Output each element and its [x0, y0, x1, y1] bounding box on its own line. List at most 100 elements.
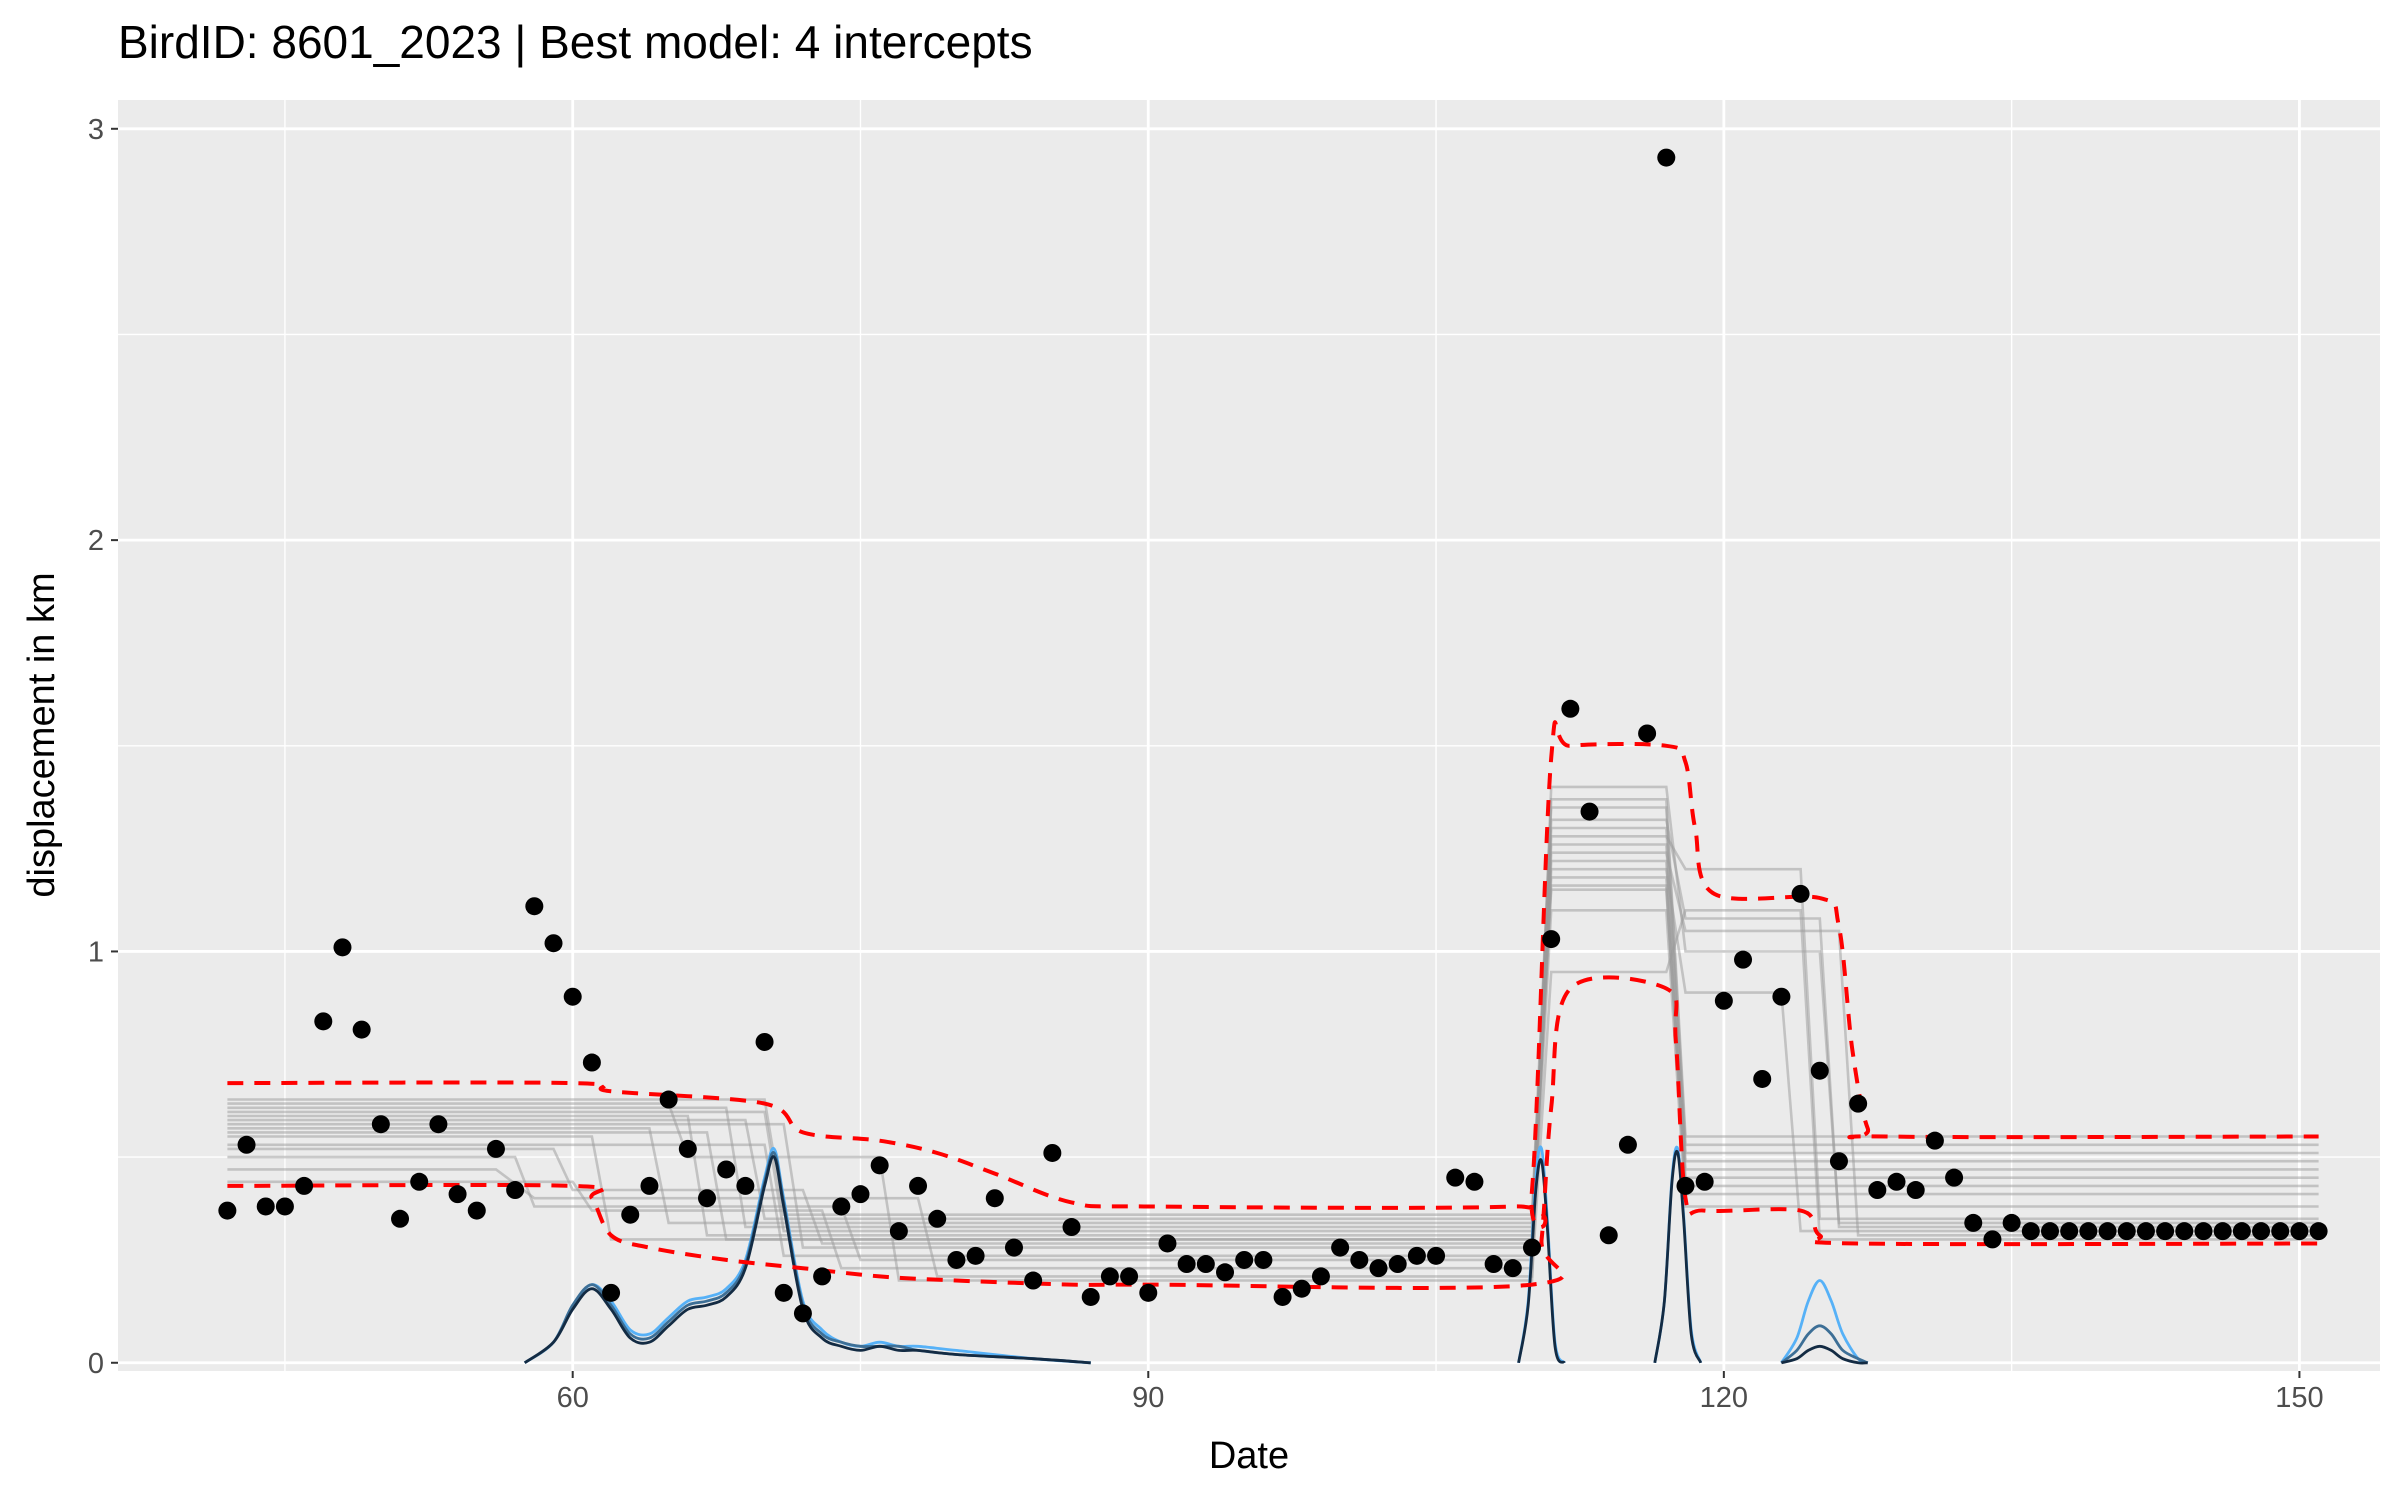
x-tick-label: 90	[1132, 1382, 1164, 1414]
data-point	[602, 1283, 621, 1302]
data-point	[1062, 1218, 1081, 1237]
data-point	[1753, 1069, 1772, 1088]
data-point	[1100, 1267, 1119, 1286]
data-point	[237, 1135, 256, 1154]
data-point	[889, 1222, 908, 1241]
data-point	[1004, 1238, 1023, 1257]
data-point	[371, 1115, 390, 1134]
data-point	[947, 1250, 966, 1269]
data-point	[966, 1246, 985, 1265]
data-point	[1925, 1131, 1944, 1150]
density-curve	[523, 1155, 1091, 1365]
data-point	[698, 1189, 717, 1208]
y-axis-title: displacement in km	[21, 572, 63, 897]
data-point	[2079, 1222, 2098, 1241]
data-point	[563, 987, 582, 1006]
data-point	[1427, 1246, 1446, 1265]
data-point	[1369, 1259, 1388, 1278]
data-point	[1868, 1181, 1887, 1200]
data-point	[544, 934, 563, 953]
data-point	[1561, 699, 1580, 718]
data-point	[1350, 1250, 1369, 1269]
data-point	[985, 1189, 1004, 1208]
data-point	[1465, 1172, 1484, 1191]
data-point	[2271, 1222, 2290, 1241]
data-point	[755, 1032, 774, 1051]
data-point	[506, 1181, 525, 1200]
data-point	[2098, 1222, 2117, 1241]
data-point	[1810, 1061, 1829, 1080]
density-curve	[1780, 1324, 1869, 1365]
data-point	[1887, 1172, 1906, 1191]
y-tick-label: 3	[88, 114, 104, 146]
grid-lines	[118, 100, 2380, 1371]
data-point	[928, 1209, 947, 1228]
model-fit-line	[227, 798, 2319, 1282]
model-fit-line	[227, 835, 2319, 1221]
data-point	[2175, 1222, 2194, 1241]
data-point	[2194, 1222, 2213, 1241]
data-point	[1906, 1181, 1925, 1200]
data-point	[582, 1053, 601, 1072]
envelope-upper-line	[227, 720, 2319, 1230]
data-point	[1120, 1267, 1139, 1286]
data-point	[1695, 1172, 1714, 1191]
data-point	[1158, 1234, 1177, 1253]
data-point	[774, 1283, 793, 1302]
data-point	[448, 1185, 467, 1204]
data-point	[486, 1139, 505, 1158]
data-point	[1273, 1287, 1292, 1306]
data-point	[1983, 1230, 2002, 1249]
data-point	[640, 1176, 659, 1195]
data-point	[1484, 1255, 1503, 1274]
data-point	[2290, 1222, 2309, 1241]
data-point	[391, 1209, 410, 1228]
data-point	[1311, 1267, 1330, 1286]
data-point	[275, 1197, 294, 1216]
data-point	[659, 1090, 678, 1109]
data-point	[2136, 1222, 2155, 1241]
y-tick-label: 1	[88, 936, 104, 968]
x-axis-title: Date	[1209, 1435, 1289, 1477]
data-point	[1216, 1263, 1235, 1282]
plot-panel	[118, 100, 2380, 1371]
data-point	[2252, 1222, 2271, 1241]
data-point	[1177, 1255, 1196, 1274]
data-point	[813, 1267, 832, 1286]
data-point	[909, 1176, 928, 1195]
data-point	[2002, 1213, 2021, 1232]
data-point	[429, 1115, 448, 1134]
data-point	[1580, 802, 1599, 821]
data-point	[832, 1197, 851, 1216]
data-point	[1638, 724, 1657, 743]
axes: 60 90 120 150 0 1 2 3	[88, 114, 2324, 1414]
data-point	[2309, 1222, 2328, 1241]
y-tick-label: 0	[88, 1348, 104, 1380]
data-point	[1043, 1143, 1062, 1162]
model-fit-line	[227, 909, 2319, 1278]
data-point	[1235, 1250, 1254, 1269]
data-point	[1024, 1271, 1043, 1290]
data-point	[1407, 1246, 1426, 1265]
data-point	[736, 1176, 755, 1195]
data-point	[352, 1020, 371, 1039]
data-point	[467, 1201, 486, 1220]
envelope-lines	[227, 720, 2319, 1290]
data-point	[1657, 148, 1676, 167]
data-point	[2041, 1222, 2060, 1241]
data-points	[218, 148, 2328, 1323]
density-curve	[1517, 1158, 1566, 1364]
data-point	[2156, 1222, 2175, 1241]
data-point	[2213, 1222, 2232, 1241]
x-tick-label: 120	[1700, 1382, 1748, 1414]
x-tick-label: 150	[2275, 1382, 2323, 1414]
data-point	[1388, 1255, 1407, 1274]
data-point	[1791, 884, 1810, 903]
data-point	[295, 1176, 314, 1195]
data-point	[1542, 930, 1561, 949]
data-point	[218, 1201, 237, 1220]
data-point	[1503, 1259, 1522, 1278]
data-point	[1599, 1226, 1618, 1245]
data-point	[1522, 1238, 1541, 1257]
y-tick-label: 2	[88, 525, 104, 557]
